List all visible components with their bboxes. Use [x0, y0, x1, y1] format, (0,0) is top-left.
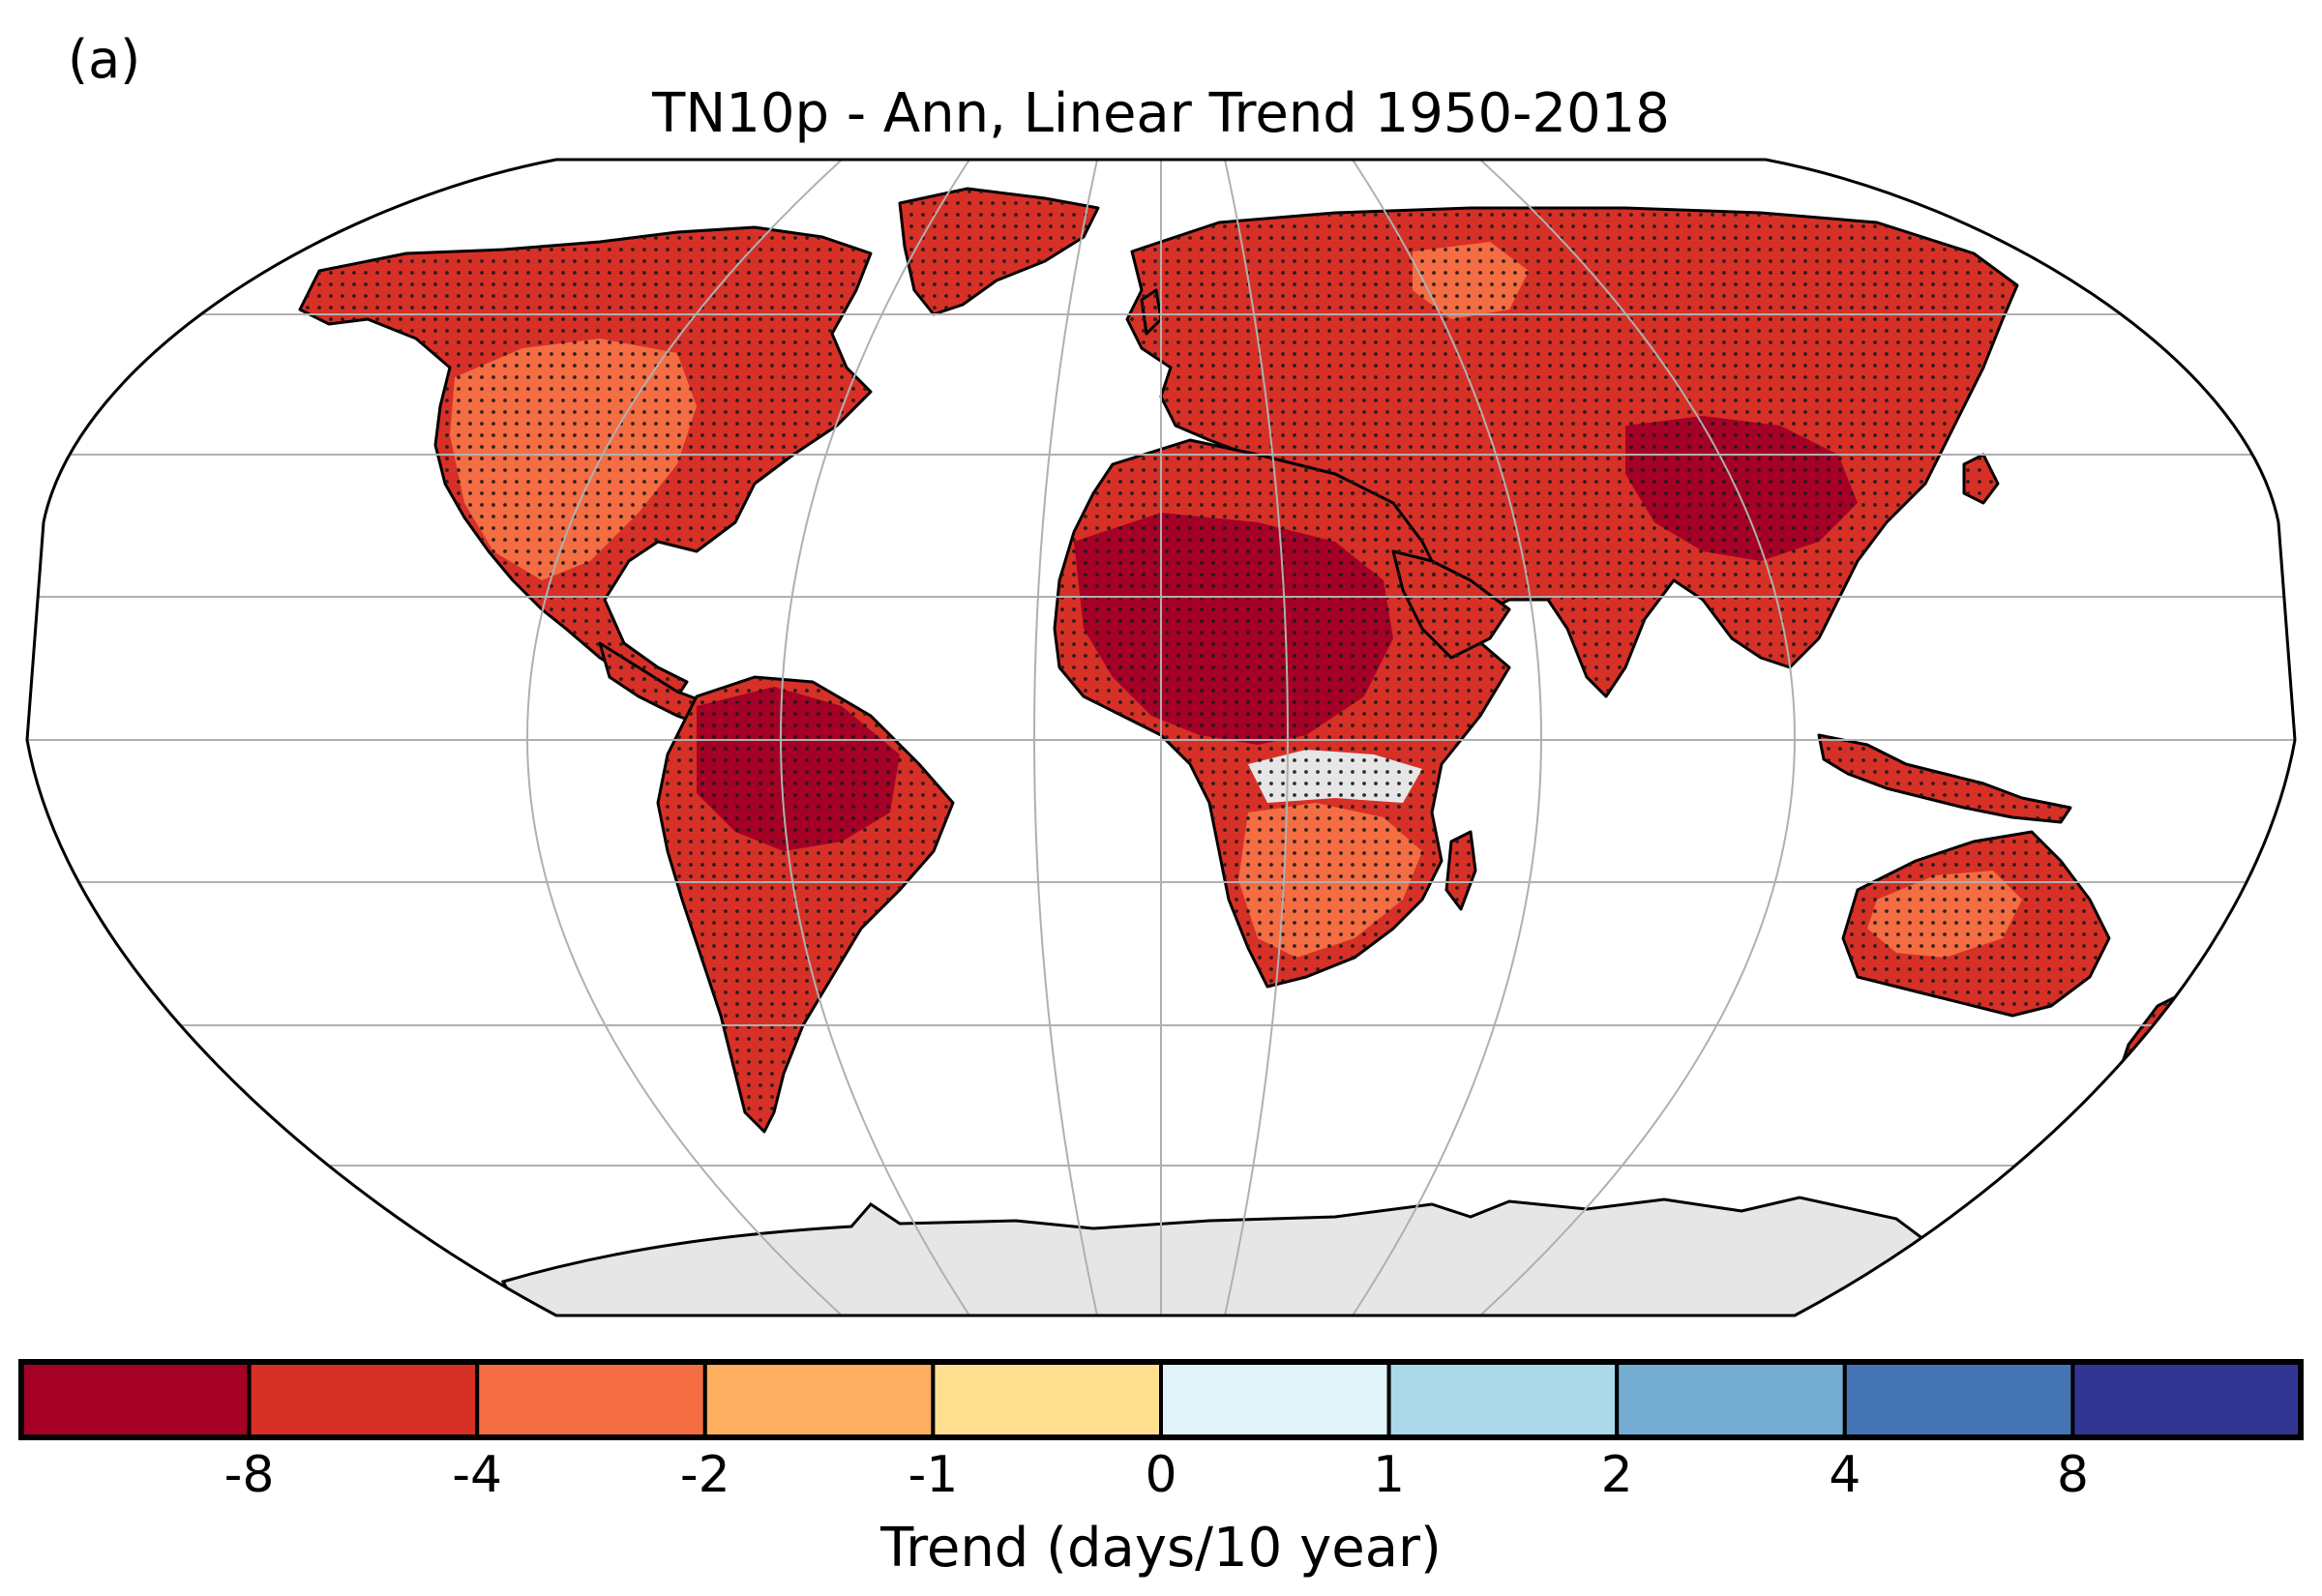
panel-label: (a)	[68, 29, 141, 90]
stipple-madagascar	[1446, 832, 1475, 909]
colorbar-tick-label: -1	[908, 1446, 959, 1504]
colorbar-frame	[18, 1359, 2304, 1440]
globe-border	[25, 158, 2297, 1317]
colorbar-tick-label: -8	[223, 1446, 275, 1504]
stipple-australia	[1843, 832, 2109, 1016]
colorbar-tick-label: 1	[1373, 1446, 1406, 1504]
colorbar	[18, 1359, 2304, 1440]
colorbar-bin	[931, 1360, 1164, 1439]
colorbar-label: Trend (days/10 year)	[880, 1517, 1442, 1580]
colorbar-tick-label: -2	[679, 1446, 730, 1504]
colorbar-bin	[247, 1360, 480, 1439]
significance-stippling	[300, 189, 2211, 1132]
meridian-line	[1352, 160, 1542, 1315]
meridian-line	[1033, 160, 1098, 1315]
colorbar-bin	[1615, 1360, 1847, 1439]
stipple-arabia	[1393, 551, 1509, 658]
meridian-line	[1224, 160, 1289, 1315]
colorbar-bin	[1386, 1360, 1620, 1439]
antarctica-missing-data	[500, 1196, 1938, 1315]
stipple-britain	[1142, 290, 1161, 334]
stipple-south-america	[658, 677, 953, 1132]
stipple-japan	[1964, 455, 1998, 503]
colorbar-tick-label: 2	[1600, 1446, 1633, 1504]
stipple-greenland	[900, 189, 1098, 314]
meridian-line	[1479, 160, 1796, 1315]
graticule	[27, 160, 2295, 1315]
map-title: TN10p - Ann, Linear Trend 1950-2018	[652, 82, 1670, 145]
colorbar-tick-label: -4	[452, 1446, 503, 1504]
meridian-line	[526, 160, 843, 1315]
meridian-line	[780, 160, 970, 1315]
colorbar-bin	[1842, 1360, 2075, 1439]
colorbar-bin	[702, 1360, 936, 1439]
stipple-africa	[1055, 440, 1509, 987]
colorbar-tick-label: 4	[1829, 1446, 1861, 1504]
stipple-north-america	[300, 227, 871, 696]
colorbar-bin	[475, 1360, 707, 1439]
colorbar-tick-label: 0	[1145, 1446, 1177, 1504]
stipple-eurasia	[1127, 208, 2017, 696]
colorbar-bin	[2070, 1360, 2303, 1439]
stipple-indonesia	[1819, 735, 2070, 822]
colorbar-tick-label: 8	[2056, 1446, 2089, 1504]
colorbar-bin	[19, 1360, 252, 1439]
colorbar-bin	[1159, 1360, 1391, 1439]
